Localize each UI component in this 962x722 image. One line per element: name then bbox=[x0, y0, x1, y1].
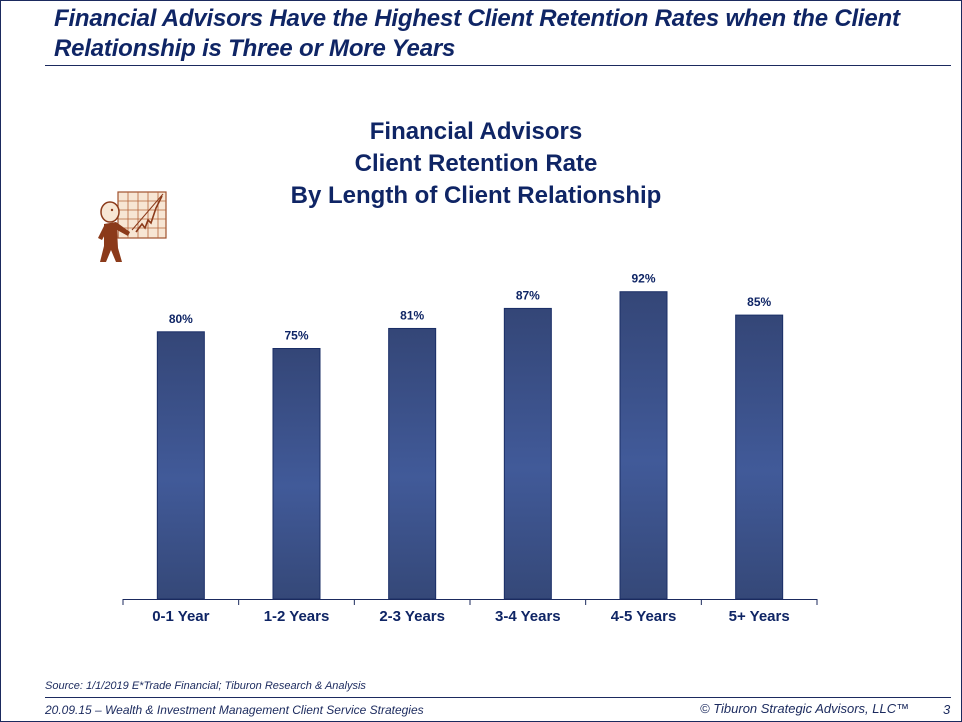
chart-title-line-1: Financial Advisors bbox=[369, 118, 583, 145]
x-tick-label: 4-5 Years bbox=[611, 608, 677, 625]
footer-rule bbox=[45, 697, 951, 698]
x-tick-label: 2-3 Years bbox=[379, 608, 445, 625]
x-tick-label: 1-2 Years bbox=[264, 608, 330, 625]
x-axis bbox=[122, 599, 818, 605]
data-label: 80% bbox=[169, 312, 193, 326]
footer-left-text: 20.09.15 – Wealth & Investment Managemen… bbox=[45, 703, 424, 717]
data-label: 92% bbox=[631, 272, 655, 286]
x-tick-label: 0-1 Year bbox=[152, 608, 209, 625]
data-label: 85% bbox=[747, 295, 771, 309]
data-labels-group: 80% 75% 81% 87% 92% 85% bbox=[169, 272, 772, 343]
x-tick-label: 3-4 Years bbox=[495, 608, 561, 625]
bar-0-1-year bbox=[156, 331, 205, 600]
bar-1-2-years bbox=[272, 348, 321, 600]
title-underline bbox=[45, 65, 951, 66]
bar-4-5-years bbox=[619, 291, 668, 600]
chart-title-line-2: Client Retention Rate bbox=[354, 150, 598, 177]
data-label: 75% bbox=[284, 329, 308, 343]
presenter-chart-clipart-icon bbox=[98, 191, 167, 262]
bar-2-3-years bbox=[388, 327, 437, 600]
footer-copyright: © Tiburon Strategic Advisors, LLC™ bbox=[700, 701, 910, 716]
bar-3-4-years bbox=[503, 307, 552, 600]
slide-title: Financial Advisors Have the Highest Clie… bbox=[54, 5, 900, 62]
page-number: 3 bbox=[943, 702, 951, 717]
bars-group bbox=[156, 291, 784, 600]
x-tick-labels-group: 0-1 Year 1-2 Years 2-3 Years 3-4 Years 4-5 Y… bbox=[152, 608, 789, 625]
x-tick-label: 5+ Years bbox=[729, 608, 790, 625]
chart-title: Financial Advisors Client Retention Rate… bbox=[200, 116, 752, 212]
data-label: 87% bbox=[516, 288, 540, 302]
bar-5-years bbox=[735, 314, 784, 600]
chart-title-line-3: By Length of Client Relationship bbox=[290, 182, 662, 209]
source-note: Source: 1/1/2019 E*Trade Financial; Tibu… bbox=[45, 680, 366, 692]
data-label: 81% bbox=[400, 308, 424, 322]
